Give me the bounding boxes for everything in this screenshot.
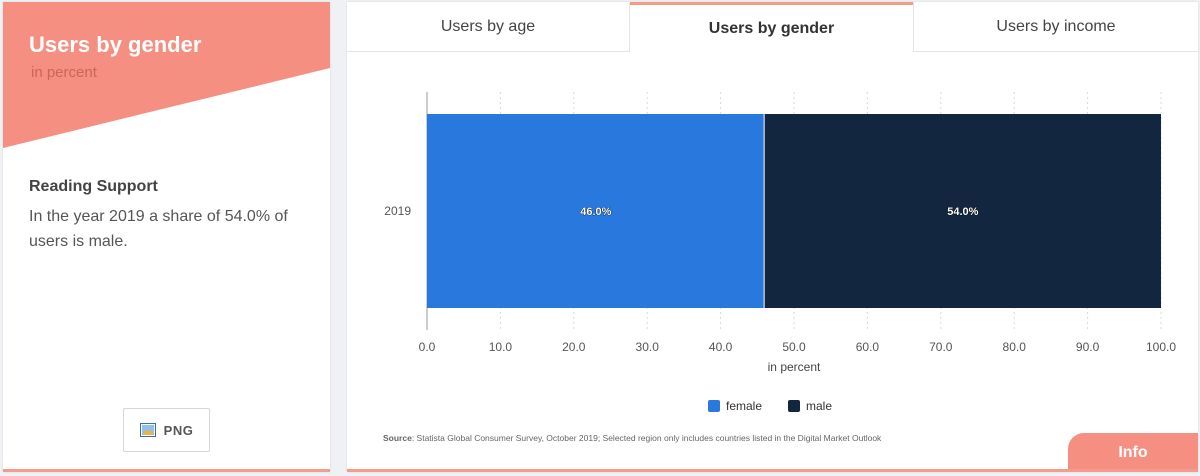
x-tick-label: 10.0 <box>489 340 513 354</box>
bar-male <box>764 114 1161 308</box>
header-banner <box>3 2 330 148</box>
x-tick-label: 60.0 <box>856 340 880 354</box>
x-tick-label: 50.0 <box>782 340 806 354</box>
data-label-female: 46.0% <box>580 206 611 218</box>
x-tick-label: 40.0 <box>709 340 733 354</box>
info-button[interactable]: Info <box>1068 433 1198 469</box>
chart-card: Users by age Users by gender Users by in… <box>347 2 1198 472</box>
tab-users-by-age[interactable]: Users by age <box>347 2 630 52</box>
reading-support-text: In the year 2019 a share of 54.0% of use… <box>29 208 288 250</box>
data-label-male: 54.0% <box>947 206 978 218</box>
bar-chart: 0.0 10.0 20.0 30.0 40.0 50.0 60.0 70.0 80.0 90.0 1… <box>384 92 1176 413</box>
legend-swatch-female <box>708 400 720 412</box>
x-tick-label: 30.0 <box>636 340 660 354</box>
x-axis-label: in percent <box>768 360 821 374</box>
x-tick-label: 100.0 <box>1146 340 1176 354</box>
x-tick-label: 80.0 <box>1003 340 1027 354</box>
legend-label-female: female <box>726 399 762 413</box>
legend-swatch-male <box>788 400 800 412</box>
bar-female <box>427 114 764 308</box>
tab-users-by-gender[interactable]: Users by gender <box>630 2 913 52</box>
image-icon <box>139 423 156 437</box>
y-category-label: 2019 <box>384 204 411 218</box>
png-button-label: PNG <box>163 422 194 438</box>
png-download-button[interactable]: PNG <box>123 408 210 452</box>
x-tick-label: 0.0 <box>419 340 436 354</box>
reading-support-heading: Reading Support <box>29 178 158 195</box>
chart-subtitle: in percent <box>31 64 97 81</box>
tab-users-by-income[interactable]: Users by income <box>913 2 1198 52</box>
tab-bar: Users by age Users by gender Users by in… <box>347 2 1198 52</box>
x-tick-label: 20.0 <box>562 340 586 354</box>
source-note: Source: Statista Global Consumer Survey,… <box>383 433 882 443</box>
chart-title: Users by gender <box>29 32 202 57</box>
sidebar-card: Users by gender in percent Reading Suppo… <box>3 2 330 472</box>
x-tick-label: 70.0 <box>929 340 953 354</box>
legend-label-male: male <box>806 399 832 413</box>
x-tick-label: 90.0 <box>1076 340 1100 354</box>
